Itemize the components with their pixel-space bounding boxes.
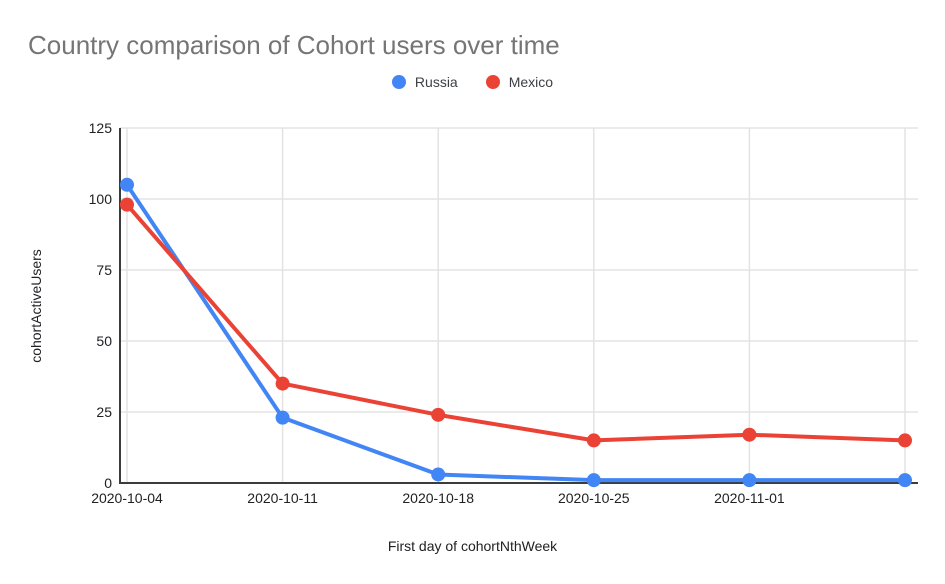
data-point-russia [742,473,757,488]
data-point-russia [275,410,290,425]
data-point-mexico [898,433,912,448]
series-line-russia [125,182,907,483]
y-tick-label: 100 [89,191,113,207]
chart-legend: Russia Mexico [0,74,945,90]
data-point-mexico [275,376,290,391]
y-tick-label: 0 [104,475,112,491]
y-tick-label: 50 [96,333,112,349]
x-tick-label: 2020-10-04 [91,490,163,506]
series-line-mexico [125,202,907,443]
x-tick-label: 2020-10-18 [402,490,474,506]
data-point-russia [120,177,134,192]
legend-item-mexico: Mexico [485,74,554,90]
x-tick-label: 2020-11-01 [714,490,785,506]
legend-item-russia: Russia [391,74,458,90]
legend-label: Russia [414,74,458,90]
x-tick-label: 2020-10-11 [247,490,318,506]
data-point-russia [431,467,446,482]
legend-label: Mexico [508,74,554,90]
x-tick-label: 2020-10-25 [558,490,630,506]
y-tick-label: 25 [96,404,112,420]
data-point-mexico [431,407,446,422]
data-point-mexico [742,427,757,442]
x-axis-title: First day of cohortNthWeek [387,538,558,554]
legend-dot-mexico [485,75,500,89]
data-point-russia [586,473,601,488]
data-point-russia [898,473,912,488]
chart-title: Country comparison of Cohort users over … [28,30,560,60]
y-axis-title: cohortActiveUsers [28,249,44,363]
legend-dot-russia [391,75,406,89]
data-point-mexico [586,433,601,448]
y-tick-label: 125 [89,120,113,136]
data-point-mexico [120,197,134,212]
y-tick-label: 75 [96,262,112,278]
